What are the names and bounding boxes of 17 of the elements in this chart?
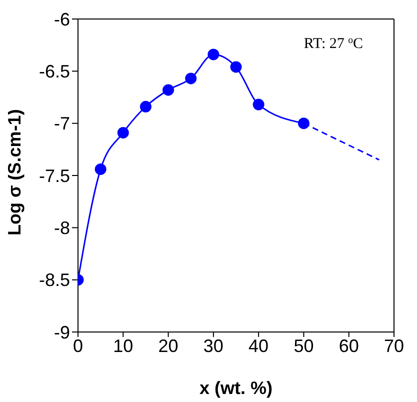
x-tick-label: 60 (338, 336, 359, 356)
y-tick-label: -7.5 (38, 166, 70, 186)
x-tick-label: 0 (72, 336, 84, 356)
y-tick-label: -6.5 (38, 62, 70, 82)
x-tick-label: 70 (384, 336, 404, 356)
x-tick-label: 50 (294, 336, 314, 356)
y-tick-label: -8 (54, 218, 70, 238)
y-tick-label: -7 (54, 114, 70, 134)
annotation: RT: 27 $^{o}$C (304, 34, 363, 52)
x-tick-label: 20 (158, 336, 178, 356)
x-tick-label: 40 (248, 336, 269, 356)
x-tick-label: 30 (203, 336, 224, 356)
x-axis-title: x (wt. %) (199, 378, 273, 398)
y-tick-label: -9 (54, 322, 70, 342)
y-tick-label: -6 (54, 9, 70, 30)
y-tick-label: -8.5 (38, 270, 70, 290)
x-tick-label: 10 (113, 336, 134, 356)
